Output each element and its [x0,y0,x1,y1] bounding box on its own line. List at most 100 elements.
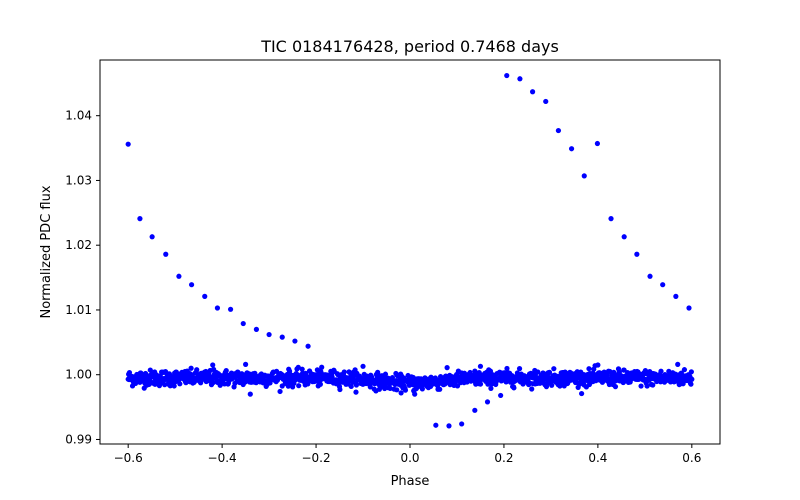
baseline-point [681,367,688,373]
y-tick-label: 1.04 [65,109,92,123]
baseline-point [688,369,694,375]
data-point [202,293,208,299]
data-point [568,146,575,152]
data-point [137,216,143,222]
baseline-point [210,379,216,386]
y-tick-label: 1.03 [65,173,92,187]
data-point [176,273,182,279]
baseline-point [612,384,619,390]
data-point [305,343,311,349]
baseline-point [586,366,592,372]
data-point [504,72,510,79]
data-point [529,89,536,95]
x-tick-label: 0.2 [494,451,513,465]
data-point [647,273,653,279]
data-point [240,320,246,327]
data-point [214,305,221,311]
data-point [543,98,549,105]
x-axis-label: Phase [391,474,430,489]
baseline-point [516,366,523,372]
baseline-point [337,386,343,393]
data-point [555,127,562,134]
baseline-outlier-point [243,361,249,367]
data-point [227,306,234,312]
data-point [125,141,131,147]
baseline-outlier-point [412,391,418,397]
data-point [459,421,465,427]
baseline-outlier-point [595,362,601,368]
data-point [621,234,627,240]
baseline-point [551,366,557,372]
data-point [594,140,601,147]
y-tick-label: 1.01 [65,303,92,317]
data-point [279,334,285,340]
data-point [634,251,640,257]
data-point [472,407,478,413]
y-tick-label: 1.02 [65,238,92,252]
data-point [446,423,452,429]
data-point [253,326,260,332]
baseline-point [658,368,664,374]
data-point [517,76,523,82]
y-axis: 0.99 1.00 1.01 1.02 1.03 1.04 [65,109,100,446]
baseline-point [688,381,694,387]
baseline-point [295,364,301,370]
baseline-point [296,383,302,389]
baseline-point [126,369,133,376]
x-tick-label: −0.2 [301,451,330,465]
baseline-outlier-point [360,363,366,369]
baseline-point [277,388,283,395]
data-point [484,399,491,405]
baseline-point [444,365,450,371]
baseline-point [402,387,409,393]
data-point [163,251,169,257]
baseline-point [367,384,373,390]
data-point [581,173,587,179]
baseline-point [678,370,685,376]
data-point [498,392,504,399]
baseline-point [644,383,650,389]
y-axis-label: Normalized PDC flux [39,185,54,318]
baseline-point [579,390,585,397]
baseline-point [194,367,200,373]
baseline-point [650,382,656,388]
baseline-outlier-point [210,362,216,368]
baseline-point [546,369,553,375]
data-point [660,282,666,288]
baseline-point [535,369,541,375]
data-point [673,293,679,299]
data-point [686,305,692,311]
x-tick-label: −0.6 [114,451,143,465]
baseline-point [398,390,404,396]
data-point [149,234,155,240]
baseline-point [353,389,359,395]
data-point [433,422,439,428]
baseline-point [317,381,323,387]
baseline-point [188,365,194,371]
baseline-point [177,381,183,387]
x-tick-label: −0.4 [208,451,237,465]
baseline-point [267,380,273,386]
baseline-point [341,369,347,375]
baseline-outlier-point [675,361,681,367]
baseline-point [488,385,494,391]
baseline-point [147,367,153,373]
y-tick-label: 0.99 [65,432,92,446]
baseline-point [171,383,177,389]
x-tick-label: 0.6 [682,451,701,465]
x-axis: −0.6 −0.4 −0.2 0.0 0.2 0.4 0.6 [114,444,701,465]
x-tick-label: 0.4 [588,451,607,465]
data-point [608,216,614,222]
data-point [292,338,298,344]
y-tick-label: 1.00 [65,368,92,382]
baseline-point [353,382,360,388]
x-tick-label: 0.0 [400,451,419,465]
baseline-point [348,383,354,390]
baseline-point [504,365,510,372]
baseline-outlier-point [477,363,484,369]
baseline-point [394,387,400,393]
data-points [125,72,695,429]
data-point [266,331,272,338]
